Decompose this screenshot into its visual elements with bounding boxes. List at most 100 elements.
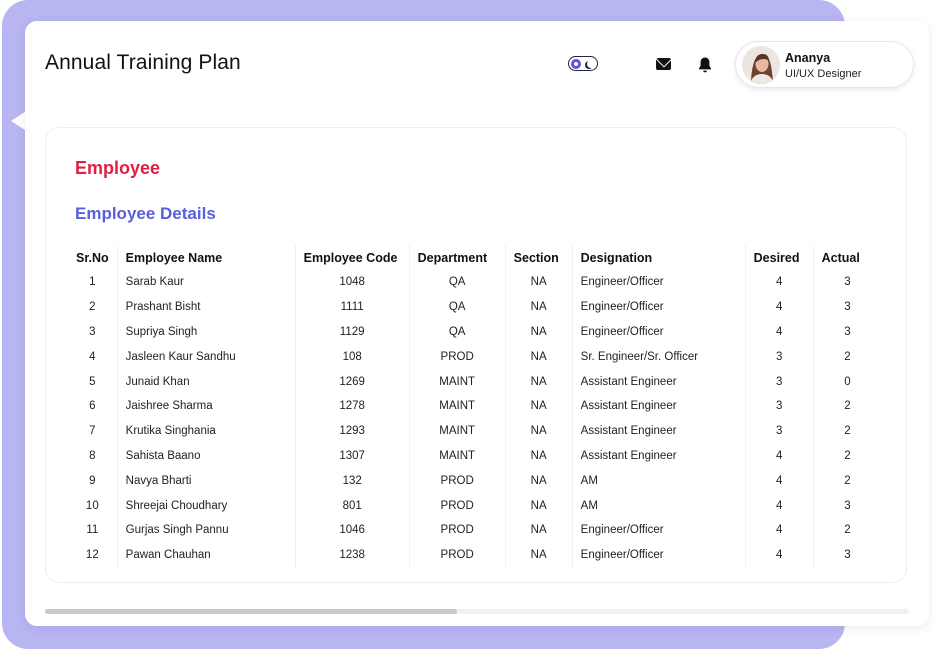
cell-designation: Engineer/Officer (571, 517, 746, 543)
cell-desired: 4 (744, 270, 814, 295)
theme-toggle-icon[interactable] (568, 56, 598, 71)
cell-designation: Engineer/Officer (571, 294, 746, 320)
table-row: 3 Supriya Singh 1129 QA NA Engineer/Officer 4 3 (68, 319, 882, 345)
cell-desired: 4 (744, 319, 814, 345)
cell-employee-name: Pawan Chauhan (116, 542, 296, 568)
cell-section: NA (504, 344, 573, 370)
cell-designation: Assistant Engineer (571, 418, 746, 444)
cell-designation: Assistant Engineer (571, 393, 746, 419)
table-row: 12 Pawan Chauhan 1238 PROD NA Engineer/Office… (68, 542, 882, 568)
cell-designation: Engineer/Officer (571, 542, 746, 568)
cell-designation: AM (571, 493, 746, 518)
cell-employee-name: Junaid Khan (116, 369, 296, 394)
cell-designation: Engineer/Officer (571, 270, 746, 295)
cell-srno: 11 (86, 524, 99, 537)
cell-srno: 9 (89, 474, 96, 487)
cell-section: NA (504, 369, 573, 394)
sun-icon (571, 58, 581, 69)
cell-employee-code: 1111 (294, 294, 410, 320)
table-row: 11 Gurjas Singh Pannu 1046 PROD NA Engineer/O… (68, 517, 882, 543)
scrollbar-thumb[interactable] (45, 609, 457, 614)
cell-designation: Engineer/Officer (571, 319, 746, 345)
cell-department: MAINT (408, 418, 506, 444)
cell-section: NA (504, 517, 573, 543)
page-title: Annual Training Plan (45, 51, 241, 74)
column-header-department: Department (408, 245, 506, 270)
cell-actual: 0 (812, 369, 882, 394)
cell-designation: Sr. Engineer/Sr. Officer (571, 344, 746, 370)
cell-employee-code: 1238 (294, 542, 410, 568)
table-row: 5 Junaid Khan 1269 MAINT NA Assistant Enginee… (68, 369, 882, 394)
user-name: Ananya (785, 51, 831, 65)
cell-section: NA (504, 294, 573, 320)
cell-section: NA (504, 270, 573, 295)
cell-srno: 4 (89, 350, 96, 363)
cell-desired: 4 (744, 517, 814, 543)
cell-employee-name: Prashant Bisht (116, 294, 296, 320)
table-row: 7 Krutika Singhania 1293 MAINT NA Assistant E… (68, 418, 882, 444)
cell-srno: 8 (89, 449, 96, 462)
cell-actual: 3 (812, 542, 882, 568)
subsection-title: Employee Details (75, 204, 216, 223)
column-header-employee-code: Employee Code (294, 245, 410, 270)
cell-employee-name: Gurjas Singh Pannu (116, 517, 296, 543)
user-role: UI/UX Designer (785, 68, 862, 80)
cell-department: PROD (408, 493, 506, 518)
cell-srno: 10 (85, 499, 99, 512)
column-header-actual: Actual (812, 245, 882, 270)
cell-actual: 2 (812, 344, 882, 370)
cell-department: PROD (408, 517, 506, 543)
cell-desired: 3 (744, 418, 814, 444)
cell-department: QA (408, 270, 506, 295)
cell-actual: 2 (812, 468, 882, 494)
cell-srno: 2 (89, 301, 96, 314)
table-row: 1 Sarab Kaur 1048 QA NA Engineer/Officer 4 3 (68, 270, 882, 295)
column-header-designation: Designation (571, 245, 746, 270)
column-header-section: Section (504, 245, 573, 270)
cell-designation: Assistant Engineer (571, 443, 746, 469)
cell-srno: 12 (85, 549, 99, 562)
table-row: 6 Jaishree Sharma 1278 MAINT NA Assistant Eng… (68, 393, 882, 419)
cell-employee-name: Shreejai Choudhary (116, 493, 296, 518)
cell-section: NA (504, 393, 573, 419)
horizontal-scrollbar[interactable] (45, 609, 909, 614)
cell-employee-code: 1129 (294, 319, 410, 345)
cell-employee-code: 1293 (294, 418, 410, 444)
cell-actual: 2 (812, 443, 882, 469)
cell-employee-code: 132 (294, 468, 410, 494)
cell-srno: 7 (89, 425, 96, 438)
cell-employee-code: 1307 (294, 443, 410, 469)
cell-section: NA (504, 443, 573, 469)
cell-desired: 4 (744, 443, 814, 469)
cell-actual: 2 (812, 517, 882, 543)
cell-employee-name: Sarab Kaur (116, 270, 296, 295)
bell-icon[interactable] (697, 56, 713, 74)
cell-employee-code: 108 (294, 344, 410, 370)
cell-actual: 3 (812, 319, 882, 345)
cell-section: NA (504, 468, 573, 494)
column-header-srno: Sr.No (76, 250, 109, 265)
table-row: 4 Jasleen Kaur Sandhu 108 PROD NA Sr. Enginee… (68, 344, 882, 370)
cell-employee-code: 801 (294, 493, 410, 518)
employee-table: Sr.No Employee Name Employee Code Depart… (68, 245, 882, 568)
cell-srno: 5 (89, 375, 96, 388)
cell-employee-name: Supriya Singh (116, 319, 296, 345)
cell-employee-code: 1046 (294, 517, 410, 543)
cell-srno: 6 (89, 400, 96, 413)
user-profile[interactable]: Ananya UI/UX Designer (735, 41, 914, 88)
cell-employee-name: Jasleen Kaur Sandhu (116, 344, 296, 370)
cell-department: MAINT (408, 369, 506, 394)
cell-desired: 3 (744, 369, 814, 394)
cell-section: NA (504, 493, 573, 518)
cell-designation: AM (571, 468, 746, 494)
mail-icon[interactable] (656, 58, 671, 70)
cell-desired: 3 (744, 344, 814, 370)
table-row: 2 Prashant Bisht 1111 QA NA Engineer/Officer 4… (68, 294, 882, 320)
cell-department: QA (408, 294, 506, 320)
cell-srno: 3 (89, 325, 96, 338)
column-header-employee-name: Employee Name (116, 245, 296, 270)
table-row: 8 Sahista Baano 1307 MAINT NA Assistant Engin… (68, 443, 882, 469)
cell-srno: 1 (89, 276, 96, 289)
cell-employee-name: Sahista Baano (116, 443, 296, 469)
table-row: 9 Navya Bharti 132 PROD NA AM 4 2 (68, 468, 882, 494)
